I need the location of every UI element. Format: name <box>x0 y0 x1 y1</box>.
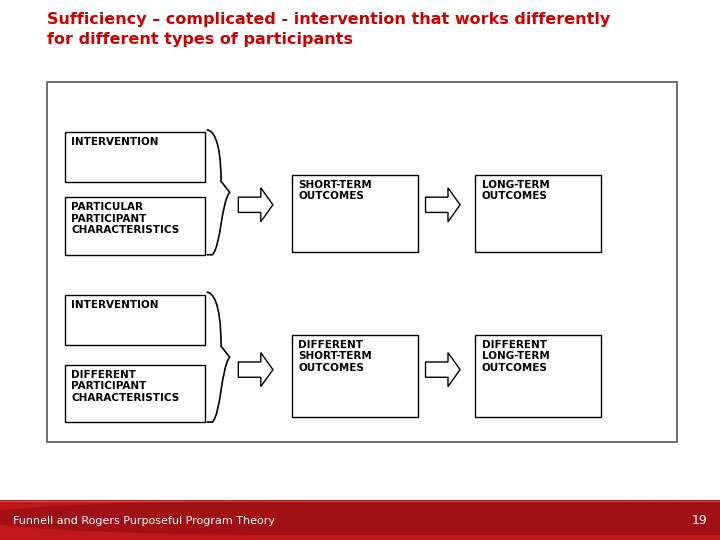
Bar <box>65 132 205 183</box>
Circle shape <box>399 501 720 535</box>
Polygon shape <box>238 188 273 222</box>
Circle shape <box>351 501 720 535</box>
Circle shape <box>304 501 720 535</box>
Circle shape <box>0 501 576 535</box>
Circle shape <box>42 501 647 535</box>
Polygon shape <box>426 353 460 387</box>
Bar <box>292 175 418 252</box>
Circle shape <box>470 501 720 535</box>
Circle shape <box>114 501 719 535</box>
Text: LONG-TERM
OUTCOMES: LONG-TERM OUTCOMES <box>482 180 549 201</box>
Text: Sufficiency – complicated - intervention that works differently
for different ty: Sufficiency – complicated - intervention… <box>47 12 610 46</box>
Circle shape <box>423 501 720 535</box>
Circle shape <box>446 501 720 535</box>
Circle shape <box>375 501 720 535</box>
Text: PARTICULAR
PARTICIPANT
CHARACTERISTICS: PARTICULAR PARTICIPANT CHARACTERISTICS <box>71 202 179 235</box>
Bar <box>65 295 205 345</box>
Text: Funnell and Rogers Purposeful Program Theory: Funnell and Rogers Purposeful Program Th… <box>13 516 275 525</box>
Circle shape <box>19 501 624 535</box>
Circle shape <box>90 501 695 535</box>
Bar <box>47 83 677 442</box>
Circle shape <box>233 501 720 535</box>
Text: INTERVENTION: INTERVENTION <box>71 300 159 310</box>
Circle shape <box>138 501 720 535</box>
Text: DIFFERENT
LONG-TERM
OUTCOMES: DIFFERENT LONG-TERM OUTCOMES <box>482 340 549 373</box>
Text: 19: 19 <box>691 514 707 527</box>
Circle shape <box>256 501 720 535</box>
Circle shape <box>185 501 720 535</box>
Circle shape <box>280 501 720 535</box>
Circle shape <box>328 501 720 535</box>
Text: DIFFERENT
SHORT-TERM
OUTCOMES: DIFFERENT SHORT-TERM OUTCOMES <box>298 340 372 373</box>
Circle shape <box>161 501 720 535</box>
Polygon shape <box>238 353 273 387</box>
Polygon shape <box>426 188 460 222</box>
Bar <box>475 175 601 252</box>
Bar <box>65 197 205 255</box>
Circle shape <box>66 501 671 535</box>
Bar <box>292 335 418 417</box>
Circle shape <box>0 501 600 535</box>
Text: INTERVENTION: INTERVENTION <box>71 137 159 147</box>
Text: DIFFERENT
PARTICIPANT
CHARACTERISTICS: DIFFERENT PARTICIPANT CHARACTERISTICS <box>71 369 179 403</box>
Bar <box>65 364 205 422</box>
Circle shape <box>209 501 720 535</box>
Text: SHORT-TERM
OUTCOMES: SHORT-TERM OUTCOMES <box>298 180 372 201</box>
Bar <box>475 335 601 417</box>
